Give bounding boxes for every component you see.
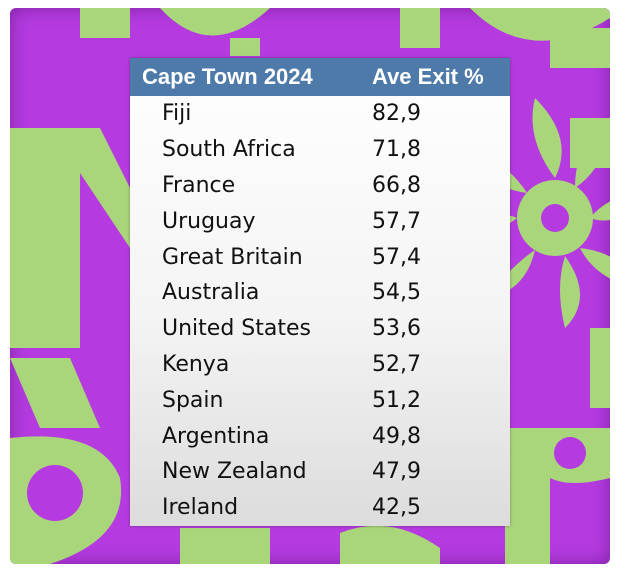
table-row: Uruguay 57,7 xyxy=(130,203,510,239)
value-cell: 49,8 xyxy=(372,423,421,449)
table-row: United States 53,6 xyxy=(130,311,510,347)
header-value: Ave Exit % xyxy=(372,64,484,89)
country-cell: Spain xyxy=(162,387,224,413)
table-row: Great Britain 57,4 xyxy=(130,239,510,275)
country-cell: Argentina xyxy=(162,423,270,449)
table-row: Kenya 52,7 xyxy=(130,347,510,383)
table-row: Argentina 49,8 xyxy=(130,418,510,454)
table-row: Ireland 42,5 xyxy=(130,490,510,526)
country-cell: Australia xyxy=(162,280,260,306)
value-cell: 57,4 xyxy=(372,244,421,270)
country-cell: Great Britain xyxy=(162,244,303,270)
table-row: New Zealand 47,9 xyxy=(130,454,510,490)
ranking-table: Cape Town 2024 Ave Exit % Fiji 82,9 Sout… xyxy=(130,58,510,526)
country-cell: South Africa xyxy=(162,137,296,163)
table-row: South Africa 71,8 xyxy=(130,132,510,168)
country-cell: New Zealand xyxy=(162,459,307,485)
value-cell: 52,7 xyxy=(372,351,421,377)
table-row: Fiji 82,9 xyxy=(130,96,510,132)
value-cell: 54,5 xyxy=(372,280,421,306)
value-cell: 51,2 xyxy=(372,387,421,413)
value-cell: 66,8 xyxy=(372,172,421,198)
value-cell: 53,6 xyxy=(372,316,421,342)
value-cell: 82,9 xyxy=(372,101,421,127)
country-cell: Fiji xyxy=(162,101,192,127)
value-cell: 57,7 xyxy=(372,208,421,234)
table-header: Cape Town 2024 Ave Exit % xyxy=(130,58,510,96)
country-cell: Kenya xyxy=(162,351,230,377)
table-row: France 66,8 xyxy=(130,168,510,204)
poster-background: Cape Town 2024 Ave Exit % Fiji 82,9 Sout… xyxy=(10,8,610,564)
table-row: Australia 54,5 xyxy=(130,275,510,311)
country-cell: United States xyxy=(162,316,311,342)
table-body: Fiji 82,9 South Africa 71,8 France 66,8 … xyxy=(130,96,510,526)
table-row: Spain 51,2 xyxy=(130,382,510,418)
value-cell: 42,5 xyxy=(372,495,421,521)
country-cell: Uruguay xyxy=(162,208,256,234)
value-cell: 71,8 xyxy=(372,137,421,163)
header-country: Cape Town 2024 xyxy=(142,64,313,89)
country-cell: France xyxy=(162,172,236,198)
country-cell: Ireland xyxy=(162,495,239,521)
value-cell: 47,9 xyxy=(372,459,421,485)
